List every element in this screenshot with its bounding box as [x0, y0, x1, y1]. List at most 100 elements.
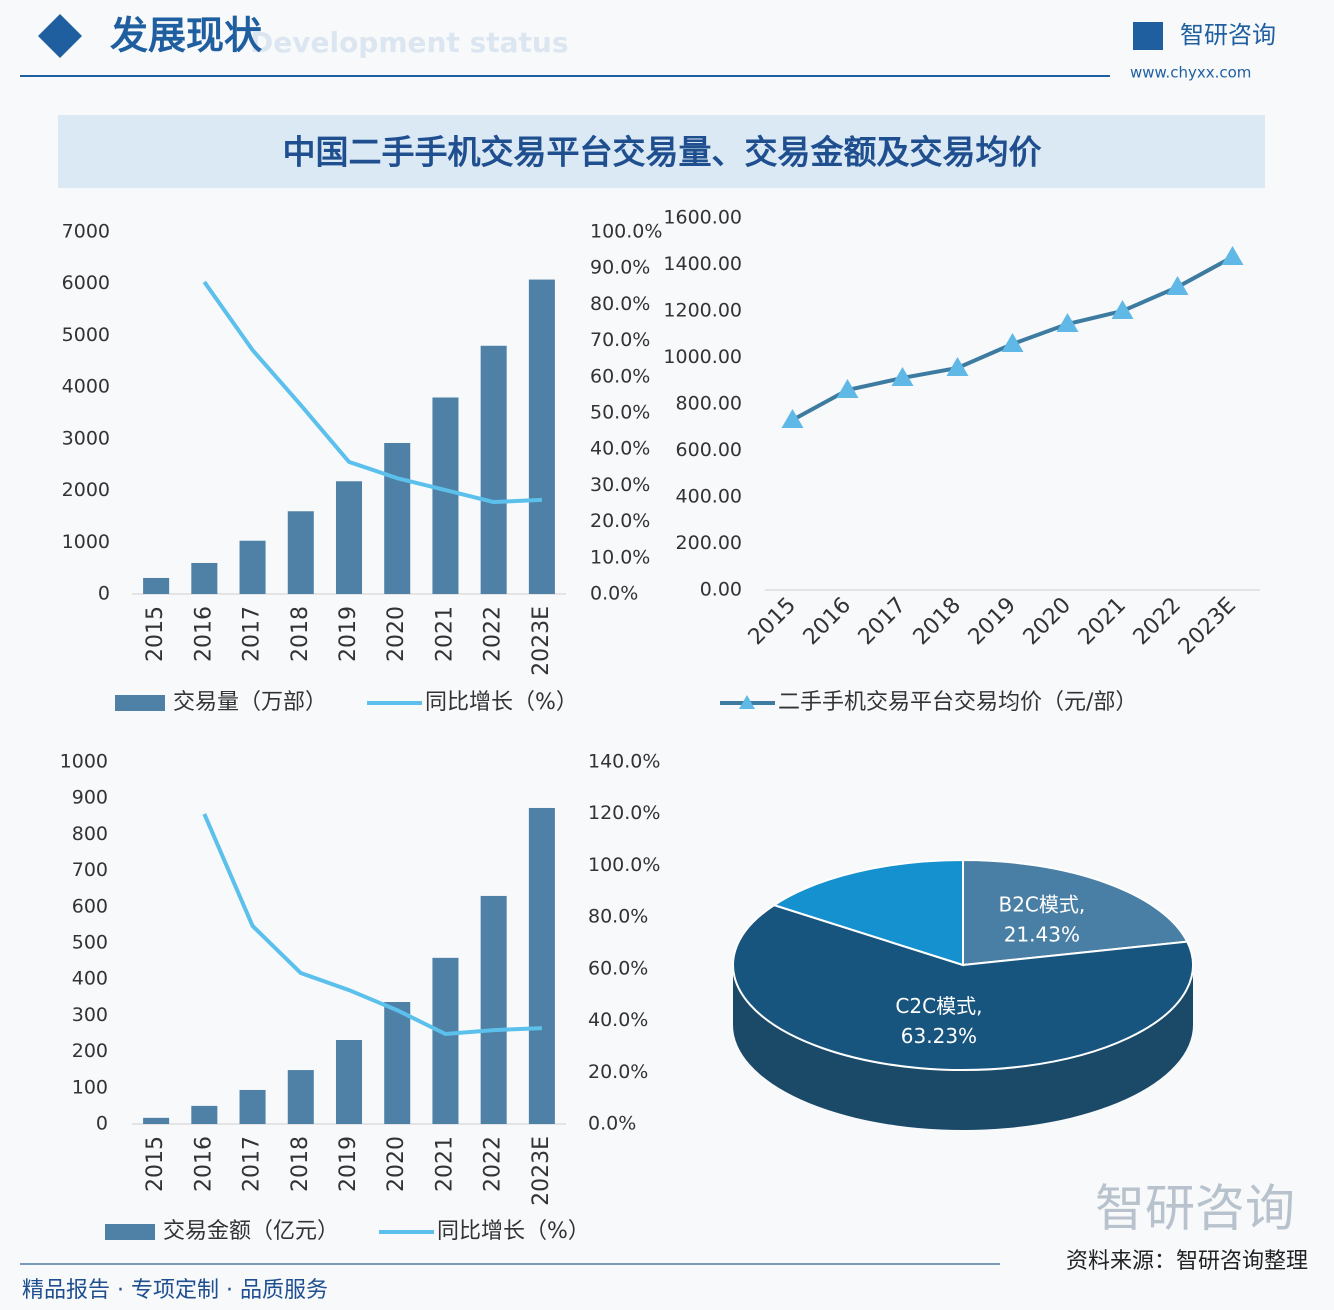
y2-tick-label: 100.0%: [590, 221, 662, 243]
header-subtitle: Development status: [250, 26, 569, 59]
y2-tick-label: 40.0%: [590, 438, 650, 460]
marker: [1056, 313, 1079, 333]
header-title: 发展现状: [110, 14, 263, 58]
bar: [335, 1040, 363, 1124]
marker: [1221, 246, 1244, 266]
line: [202, 813, 542, 1037]
x-tick-label: 2015: [143, 606, 168, 662]
x-tick-label: 2023E: [529, 1136, 554, 1206]
footer-source: 资料来源：智研咨询整理: [1066, 1249, 1308, 1274]
y2-tick-label: 40.0%: [588, 1009, 648, 1031]
y-tick-label: 1600.00: [663, 207, 742, 229]
bar: [480, 345, 507, 594]
y2-tick-label: 100.0%: [588, 854, 660, 876]
brand-logo: [1133, 22, 1163, 50]
x-tick-label: 2021: [432, 1136, 457, 1192]
y-tick-label: 1400.00: [663, 253, 742, 275]
x-tick-label: 2019: [336, 606, 361, 662]
y-tick-label: 0: [96, 1113, 108, 1135]
legend-label: 同比增长（%）: [425, 690, 578, 715]
y-tick-label: 400: [72, 968, 108, 990]
main-title: 中国二手手机交易平台交易量、交易金额及交易均价: [283, 133, 1042, 172]
y2-tick-label: 20.0%: [590, 510, 650, 532]
bar: [528, 807, 555, 1124]
pie-value-label: 21.43%: [1004, 922, 1080, 946]
y-tick-label: 7000: [62, 221, 110, 243]
bar: [384, 1002, 411, 1124]
x-tick-label: 2018: [288, 1136, 313, 1192]
y2-tick-label: 10.0%: [590, 546, 650, 568]
y2-tick-label: 20.0%: [588, 1061, 648, 1083]
x-tick-label: 2017: [240, 1136, 265, 1192]
x-tick-label: 2016: [191, 1136, 216, 1192]
legend-label: 交易金额（亿元）: [163, 1219, 339, 1244]
x-tick-label: 2022: [481, 1136, 506, 1192]
y-tick-label: 1000: [62, 531, 110, 553]
bar: [239, 540, 266, 594]
bar: [287, 1070, 314, 1124]
x-tick-label: 2023E: [529, 606, 554, 676]
pie-slice: [962, 858, 1189, 967]
legend-swatch: [115, 695, 165, 711]
x-tick-label: 2021: [432, 606, 457, 662]
y2-tick-label: 50.0%: [590, 402, 650, 424]
pie-label: C2C模式,: [895, 994, 982, 1018]
bar: [287, 511, 314, 594]
y-tick-label: 0.00: [700, 579, 742, 601]
y2-tick-label: 60.0%: [588, 957, 648, 979]
marker: [836, 379, 859, 399]
legend-marker: [739, 695, 755, 709]
y-tick-label: 600.00: [676, 439, 742, 461]
legend-swatch: [105, 1224, 155, 1240]
brand-watermark: 智研咨询: [1095, 1180, 1295, 1238]
marker: [1111, 300, 1134, 319]
brand-name: 智研咨询: [1180, 21, 1276, 49]
y-tick-label: 1200.00: [663, 300, 742, 322]
bar: [143, 577, 170, 594]
x-tick-label: 2020: [384, 606, 409, 662]
bar: [480, 895, 507, 1124]
pie-value-label: 63.23%: [901, 1024, 977, 1048]
y2-tick-label: 90.0%: [590, 257, 650, 279]
y-tick-label: 3000: [62, 427, 110, 449]
header-diamond: [38, 14, 82, 58]
marker: [946, 356, 969, 376]
x-tick-label: 2020: [384, 1136, 409, 1192]
y2-tick-label: 0.0%: [590, 583, 638, 605]
bar: [143, 1117, 170, 1124]
bar: [528, 279, 555, 594]
y-tick-label: 900: [72, 787, 108, 809]
marker: [1001, 333, 1024, 353]
pie-side: [733, 965, 1193, 1130]
bar: [384, 442, 411, 594]
legend-label: 同比增长（%）: [437, 1219, 590, 1244]
x-tick-label: 2022: [481, 606, 506, 662]
y2-tick-label: 0.0%: [588, 1113, 636, 1135]
bar: [432, 957, 459, 1124]
x-tick-label: 2017: [240, 606, 265, 662]
footer-slogan: 精品报告 · 专项定制 · 品质服务: [22, 1278, 328, 1303]
y-tick-label: 700: [72, 859, 108, 881]
title-band: [58, 115, 1265, 188]
y-tick-label: 4000: [62, 376, 110, 398]
pie-slice: [732, 904, 1194, 1071]
y2-tick-label: 120.0%: [588, 802, 660, 824]
y2-tick-label: 140.0%: [588, 751, 660, 773]
marker: [891, 366, 914, 386]
y2-tick-label: 60.0%: [590, 365, 650, 387]
y-tick-label: 200.00: [676, 532, 742, 554]
brand-url: www.chyxx.com: [1130, 64, 1251, 82]
x-tick-label: 2018: [288, 606, 313, 662]
y-tick-label: 300: [72, 1004, 108, 1026]
y-tick-label: 200: [72, 1040, 108, 1062]
marker: [781, 409, 804, 429]
y2-tick-label: 80.0%: [590, 293, 650, 315]
pie-slice: [771, 858, 964, 967]
y-tick-label: 600: [72, 895, 108, 917]
legend-label: 交易量（万部）: [173, 690, 327, 715]
pie-label: B2C模式,: [998, 892, 1085, 916]
line: [202, 280, 542, 505]
marker: [1166, 276, 1189, 296]
y-tick-label: 5000: [62, 324, 110, 346]
